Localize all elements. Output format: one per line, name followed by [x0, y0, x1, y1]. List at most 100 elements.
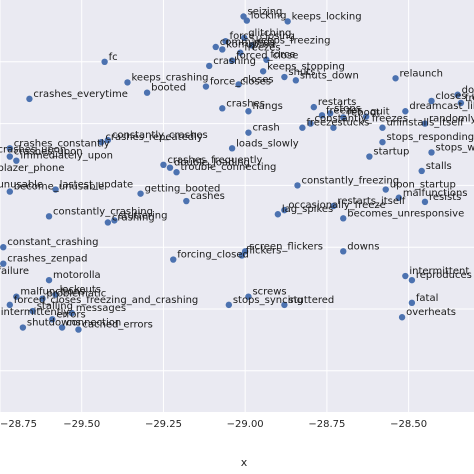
point-label: intermittently	[1, 307, 70, 318]
point-label: forced_closes_freezing_and_crashing	[14, 295, 199, 306]
data-point	[137, 190, 144, 197]
data-point	[75, 326, 82, 333]
point-label: fresh	[465, 93, 474, 104]
point-label: crashes_everytime	[33, 89, 128, 100]
point-label: stops_syncing	[233, 295, 303, 306]
x-tick-label: −28.75	[0, 419, 37, 430]
point-label: crashes	[226, 98, 265, 109]
point-label: constant_crashing	[7, 237, 98, 248]
data-point	[49, 316, 56, 323]
data-point	[421, 120, 429, 127]
point-label: booted	[151, 83, 186, 94]
point-label: crashes_frequently	[167, 155, 262, 166]
data-point	[219, 46, 226, 53]
point-label: startup	[373, 147, 409, 158]
data-point	[248, 42, 255, 49]
data-point	[398, 314, 406, 321]
data-point	[392, 75, 399, 82]
data-point	[228, 57, 236, 64]
point-label: stuttering	[118, 210, 167, 221]
point-label: stops_working	[436, 142, 474, 153]
data-point	[428, 97, 435, 105]
point-label: upon_startup	[390, 180, 456, 191]
data-point	[235, 81, 242, 88]
data-point	[52, 186, 59, 193]
point-label: stucks	[337, 118, 369, 129]
point-label: restarts	[318, 97, 357, 108]
point-label: blazer_phone	[0, 163, 65, 174]
point-label: fc	[109, 52, 118, 63]
x-tick-label: −29.50	[63, 419, 100, 430]
point-label: intermittent	[409, 266, 469, 277]
data-point	[45, 276, 53, 284]
point-label: problematic	[46, 289, 106, 300]
data-point	[379, 138, 386, 146]
point-label: resists	[429, 192, 461, 203]
point-label: shuts_down	[300, 70, 359, 81]
data-point	[307, 120, 314, 127]
point-label: double_loading	[174, 158, 250, 169]
data-point	[340, 114, 347, 121]
data-point	[237, 49, 244, 56]
data-point	[245, 129, 252, 136]
data-point	[281, 73, 288, 81]
point-label: closes_itself	[436, 91, 474, 102]
point-label: failure	[0, 266, 29, 277]
data-point	[0, 260, 7, 267]
data-point	[183, 197, 190, 205]
point-label: force	[270, 50, 295, 61]
point-label: constantly_crashing	[53, 206, 153, 217]
point-label: locking	[251, 11, 287, 22]
data-point	[124, 79, 131, 86]
data-point	[408, 276, 416, 284]
data-point	[292, 77, 300, 84]
point-label: quit	[370, 107, 389, 118]
point-label: stuttered	[288, 295, 334, 306]
data-point	[98, 138, 105, 146]
point-label: crashing	[112, 212, 155, 223]
data-point	[58, 324, 66, 331]
x-axis-label: x	[241, 456, 248, 469]
point-label: dreamcast_like	[409, 101, 474, 112]
point-label: closes	[243, 74, 274, 85]
point-label: does	[462, 85, 474, 96]
data-point	[104, 219, 112, 226]
data-point	[6, 153, 14, 160]
point-label: crashing	[213, 56, 256, 67]
data-point	[45, 213, 53, 220]
point-label: screws	[252, 287, 286, 298]
point-label: errors	[56, 309, 85, 320]
point-label: unusable	[0, 180, 43, 191]
data-point	[263, 56, 270, 63]
data-point	[294, 182, 301, 189]
data-point	[13, 293, 20, 300]
data-point	[173, 169, 180, 176]
data-point	[160, 161, 167, 168]
point-label: crashes_repeatedly	[105, 132, 203, 143]
data-point	[0, 244, 7, 251]
point-label: cashes	[190, 191, 225, 202]
point-label: motorolla	[53, 270, 101, 281]
point-label: keeps_stopping	[267, 61, 345, 72]
point-label: crashes_upon	[0, 145, 66, 156]
point-label: commands	[220, 37, 275, 48]
data-point	[39, 295, 46, 302]
point-label: occasionally_freeze	[288, 200, 385, 211]
point-label: uninstalls_itself	[386, 118, 464, 129]
data-point	[457, 99, 465, 107]
data-point	[245, 108, 252, 115]
data-point	[379, 124, 386, 131]
data-point	[243, 17, 251, 24]
grid-lines	[0, 0, 474, 412]
point-label: screen_flickers	[249, 241, 323, 252]
data-point	[212, 43, 219, 51]
point-label: freezes	[244, 43, 280, 54]
point-label: crashes_zenpad	[7, 254, 87, 265]
point-label: reproduces	[416, 270, 472, 281]
data-point	[274, 211, 282, 218]
data-point	[245, 293, 252, 300]
data-point	[101, 58, 108, 65]
data-point	[340, 215, 347, 222]
point-label: keeps_locking	[292, 11, 362, 22]
